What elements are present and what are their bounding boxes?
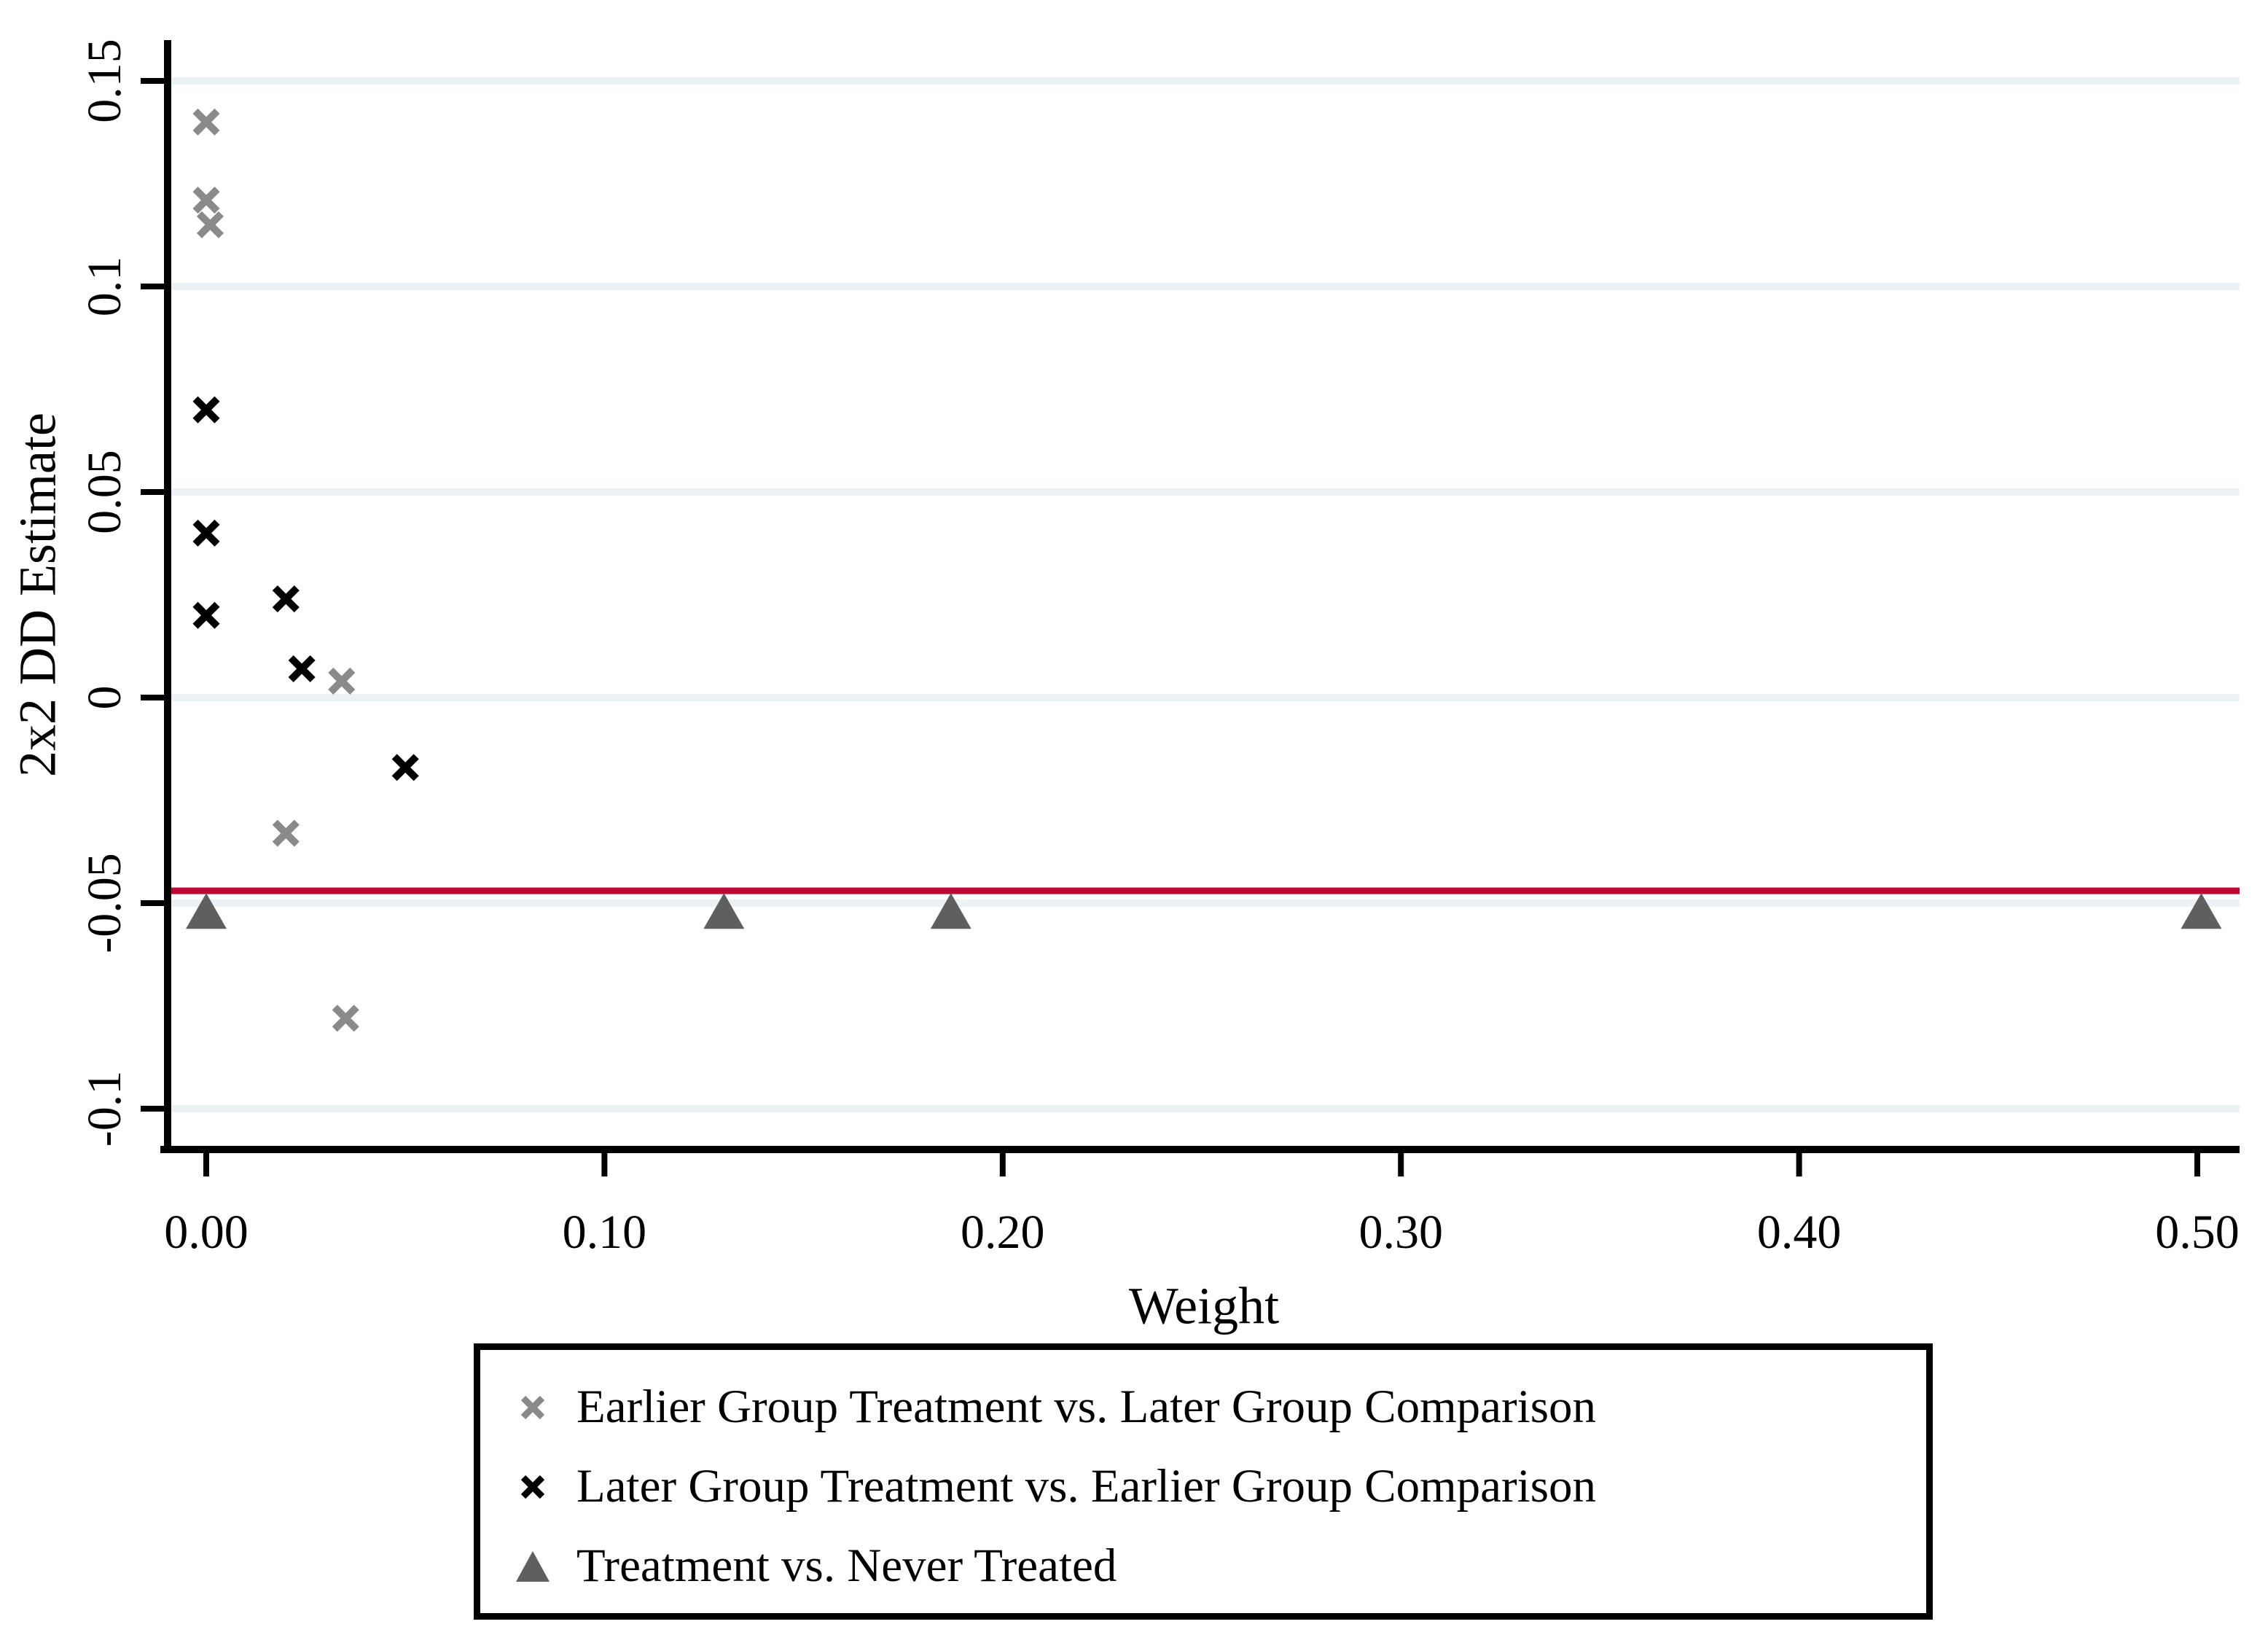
data-point-triangle xyxy=(186,893,227,929)
y-tick-label: -0.1 xyxy=(78,1071,131,1147)
x-tick-label: 0.40 xyxy=(1757,1206,1842,1259)
legend-item-earlier-vs-later: Earlier Group Treatment vs. Later Group … xyxy=(511,1367,1926,1447)
x-tick-label: 0.30 xyxy=(1358,1206,1443,1259)
data-point-x xyxy=(332,1004,359,1032)
data-point-x xyxy=(192,108,220,136)
x-tick-label: 0.50 xyxy=(2155,1206,2240,1259)
x-axis-title: Weight xyxy=(1128,1276,1280,1335)
data-point-triangle xyxy=(2181,893,2222,929)
data-point-x xyxy=(192,187,220,214)
x-tick-label: 0.00 xyxy=(164,1206,249,1259)
data-point-x xyxy=(192,601,220,629)
data-point-x xyxy=(272,819,300,847)
data-point-x xyxy=(391,754,419,781)
data-point-x xyxy=(272,585,300,613)
data-point-x xyxy=(192,519,220,547)
y-tick-label: 0.05 xyxy=(78,450,131,534)
y-tick-label: 0 xyxy=(78,686,131,710)
y-tick-label: 0.1 xyxy=(78,257,131,317)
legend-label: Treatment vs. Never Treated xyxy=(576,1539,1117,1592)
y-tick-label: 0.15 xyxy=(78,39,131,123)
data-point-x xyxy=(288,655,316,683)
legend-label: Later Group Treatment vs. Earlier Group … xyxy=(576,1460,1597,1513)
data-point-x xyxy=(196,211,224,238)
triangle-marker-icon xyxy=(511,1546,555,1587)
x-marker-icon xyxy=(511,1467,555,1507)
x-tick-label: 0.20 xyxy=(961,1206,1045,1259)
x-marker-icon xyxy=(511,1387,555,1428)
x-tick-label: 0.10 xyxy=(563,1206,647,1259)
legend-item-never-treated: Treatment vs. Never Treated xyxy=(511,1526,1926,1606)
data-point-x xyxy=(328,667,356,695)
y-tick-label: -0.05 xyxy=(78,853,131,953)
y-axis-title: 2x2 DD Estimate xyxy=(8,413,67,777)
legend-item-later-vs-earlier: Later Group Treatment vs. Earlier Group … xyxy=(511,1447,1926,1526)
data-point-triangle xyxy=(703,893,745,929)
legend: Earlier Group Treatment vs. Later Group … xyxy=(474,1343,1933,1620)
legend-label: Earlier Group Treatment vs. Later Group … xyxy=(576,1381,1597,1433)
data-point-triangle xyxy=(930,893,971,929)
data-point-x xyxy=(192,396,220,424)
